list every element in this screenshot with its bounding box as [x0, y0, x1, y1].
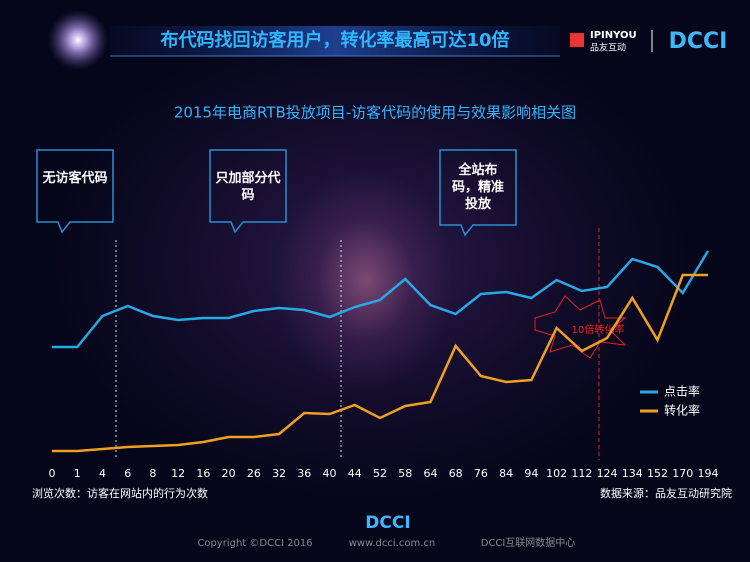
starburst [534, 295, 627, 359]
x-tick-label: 40 [323, 467, 337, 480]
x-tick-label: 76 [474, 467, 488, 480]
x-tick-label: 1 [74, 467, 81, 480]
logo-en: IPINYOU [590, 30, 637, 41]
x-tick-label: 8 [149, 467, 156, 480]
x-tick-label: 170 [672, 467, 693, 480]
phase-lines [115, 240, 342, 460]
footer-logo: DCCI [365, 513, 410, 533]
x-tick-label: 26 [247, 467, 261, 480]
x-tick-label: 32 [272, 467, 286, 480]
x-tick-label: 36 [297, 467, 311, 480]
header-title: 布代码找回访客用户，转化率最高可达10倍 [160, 29, 509, 51]
x-tick-label: 94 [524, 467, 538, 480]
legend-label: 点击率 [664, 384, 700, 399]
logo-icon [570, 33, 584, 47]
star-glow [48, 10, 108, 70]
footer-copyright: Copyright ©DCCI 2016 [197, 538, 312, 549]
x-tick-label: 152 [647, 467, 668, 480]
x-tick-label: 0 [49, 467, 56, 480]
x-tick-label: 16 [196, 467, 210, 480]
x-tick-label: 52 [373, 467, 387, 480]
line [52, 250, 710, 349]
x-tick-label: 194 [698, 467, 719, 480]
x-tick-label: 64 [423, 467, 437, 480]
logo-cn: 品友互动 [590, 42, 626, 54]
x-tick-label: 6 [124, 467, 131, 480]
line [52, 273, 708, 453]
x-tick-label: 112 [571, 467, 592, 480]
x-tick-label: 58 [398, 467, 412, 480]
x-tick-label: 68 [449, 467, 463, 480]
x-tick-label: 124 [597, 467, 618, 480]
callout-text: 无访客代码 [42, 171, 108, 186]
footer-org: DCCI互联网数据中心 [481, 536, 576, 549]
x-axis-note: 浏览次数：访客在网站内的行为次数 [32, 486, 208, 500]
callout-text: 只加部分代码 [215, 171, 281, 203]
x-tick-label: 134 [622, 467, 643, 480]
x-tick-label: 4 [99, 467, 106, 480]
source: 数据来源：品友互动研究院 [600, 486, 732, 500]
chart-title: 2015年电商RTB投放项目-访客代码的使用与效果影响相关图 [174, 104, 576, 122]
legend-label: 转化率 [664, 403, 700, 418]
x-tick-label: 84 [499, 467, 513, 480]
callout-text: 全站布码，精准投放 [451, 163, 504, 212]
x-tick-label: 12 [171, 467, 185, 480]
callout-boxes [36, 149, 517, 237]
footer-site: www.dcci.com.cn [349, 538, 435, 549]
x-tick-label: 44 [348, 467, 362, 480]
x-tick-label: 102 [546, 467, 567, 480]
header-bar [110, 26, 560, 56]
x-tick-label: 20 [222, 467, 236, 480]
logo-dcci: DCCI [669, 29, 728, 54]
